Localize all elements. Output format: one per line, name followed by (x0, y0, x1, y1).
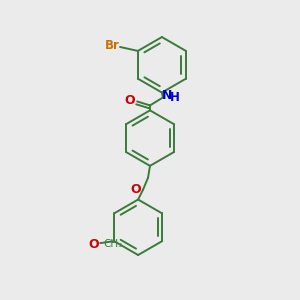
Text: O: O (88, 238, 99, 250)
Text: H: H (170, 91, 180, 104)
Text: CH₃: CH₃ (103, 239, 122, 249)
Text: N: N (162, 89, 172, 102)
Text: Br: Br (105, 40, 119, 52)
Text: O: O (131, 183, 141, 196)
Text: O: O (125, 94, 136, 107)
